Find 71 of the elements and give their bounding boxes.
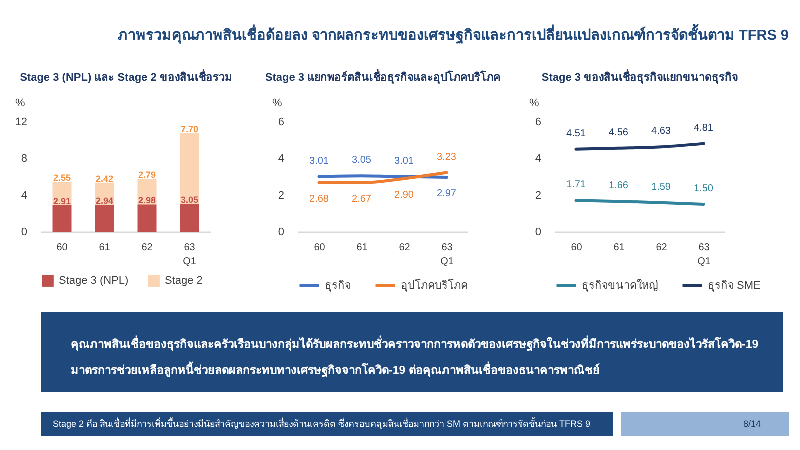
data-label: 1.71 (566, 180, 586, 191)
chart-title: Stage 3 ของสินเชื่อธุรกิจแยกขนาดธุรกิจ (542, 69, 738, 85)
line-series (318, 171, 448, 185)
y-axis-title: % (272, 98, 282, 110)
y-axis-title: % (16, 98, 26, 110)
chart-title: Stage 3 แยกพอร์ตสินเชื่อธุรกิจและอุปโภคบริโภค (265, 69, 501, 85)
data-label: 2.68 (310, 194, 330, 205)
y-tick-label: 8 (21, 153, 28, 166)
bar (95, 205, 114, 232)
y-tick-label: 2 (278, 190, 284, 202)
legend-label: ธุรกิจ SME (708, 280, 761, 292)
y-tick-label: 0 (21, 226, 28, 238)
data-label: 3.01 (394, 156, 414, 167)
x-tick-label: 61 (356, 242, 368, 254)
data-label: 4.51 (566, 128, 586, 140)
data-label: 2.79 (138, 170, 156, 180)
text: ภาพรวมคุณภาพสินเชื่อด้อยลง จากผลกระทบของเศรษฐกิจและการเปลี่ยนแปลงเกณฑ์การจัดชั้นตาม TFRS 9 (118, 24, 789, 45)
y-tick-label: 6 (535, 116, 542, 128)
y-tick-label: 2 (535, 190, 542, 202)
chart-title: Stage 3 (NPL) และ Stage 2 ของสินเชื่อรวม (20, 69, 232, 84)
legend-label: ธุรกิจขนาดใหญ่ (582, 278, 658, 292)
y-tick-label: 4 (21, 190, 28, 202)
x-tick-label: 62 (142, 242, 154, 254)
x-tick-label: 63 Q1 (183, 242, 197, 268)
x-tick-label: 62 (656, 242, 668, 254)
text: คุณภาพสินเชื่อของธุรกิจและครัวเรือนบางกลุ่มได้รับผลกระทบชั่วคราวจากการหดตัวของเศรษฐกิจในช่วงที่มีการแพร่ระบาดของไวรัสโควิด-19 (71, 335, 759, 352)
y-axis-title: % (530, 98, 540, 110)
x-tick-label: 63 Q1 (698, 242, 712, 268)
data-label: 2.91 (53, 196, 72, 206)
legend-label: ธุรกิจ (325, 280, 351, 292)
x-tick-label: 63 Q1 (440, 242, 454, 268)
y-tick-label: 0 (535, 226, 542, 238)
data-label: 7.70 (180, 124, 199, 134)
x-tick-label: 60 (571, 242, 583, 254)
data-label: 4.63 (652, 126, 672, 138)
data-label: 3.05 (180, 195, 199, 206)
data-label: 3.23 (437, 152, 457, 163)
data-label: 2.94 (96, 196, 114, 206)
text: 8/14 (743, 419, 761, 429)
x-tick-label: 60 (314, 242, 326, 254)
data-label: 2.98 (138, 196, 156, 206)
legend-label: Stage 3 (NPL) (59, 275, 129, 288)
data-label: 2.97 (437, 188, 457, 200)
y-tick-label: 4 (535, 153, 542, 166)
data-label: 2.90 (394, 190, 414, 201)
bar (180, 133, 200, 204)
x-tick-label: 61 (614, 242, 626, 254)
bar (52, 205, 72, 232)
data-label: 1.66 (609, 180, 629, 192)
y-tick-label: 12 (15, 116, 28, 128)
data-label: 3.05 (352, 155, 372, 166)
legend-label: Stage 2 (165, 275, 203, 288)
data-label: 2.55 (53, 172, 72, 183)
data-label: 3.01 (310, 156, 330, 167)
y-tick-label: 4 (278, 153, 284, 166)
data-label: 1.59 (652, 182, 672, 193)
data-label: 2.67 (352, 194, 372, 206)
text: Stage 2 คือ สินเชื่อที่มีการเพิ่มขึ้นอย่างมีนัยสำคัญของความเสี่ยงด้านเครดิต ซึ่งครอบคลุมสินเชื่อมากกว่า SM ตามเกณฑ์การจัดชั้นก่อน TFRS 9 (53, 417, 591, 430)
text: มาตรการช่วยเหลือลูกหนี้ช่วยลดผลกระทบทางเศรษฐกิจจากโควิด-19 ต่อคุณภาพสินเชื่อของธนาคารพาณิชย์ (71, 361, 600, 378)
x-tick-label: 62 (399, 242, 411, 254)
data-label: 2.42 (96, 174, 114, 184)
x-tick-label: 60 (56, 242, 68, 254)
y-tick-label: 6 (278, 116, 284, 128)
legend-label: อุปโภคบริโภค (401, 278, 468, 292)
bar (138, 204, 157, 232)
data-label: 4.56 (609, 127, 629, 138)
bar (180, 204, 200, 232)
data-label: 1.50 (694, 184, 714, 194)
x-tick-label: 61 (99, 242, 111, 254)
data-label: 4.81 (694, 122, 714, 134)
y-tick-label: 0 (278, 226, 284, 238)
